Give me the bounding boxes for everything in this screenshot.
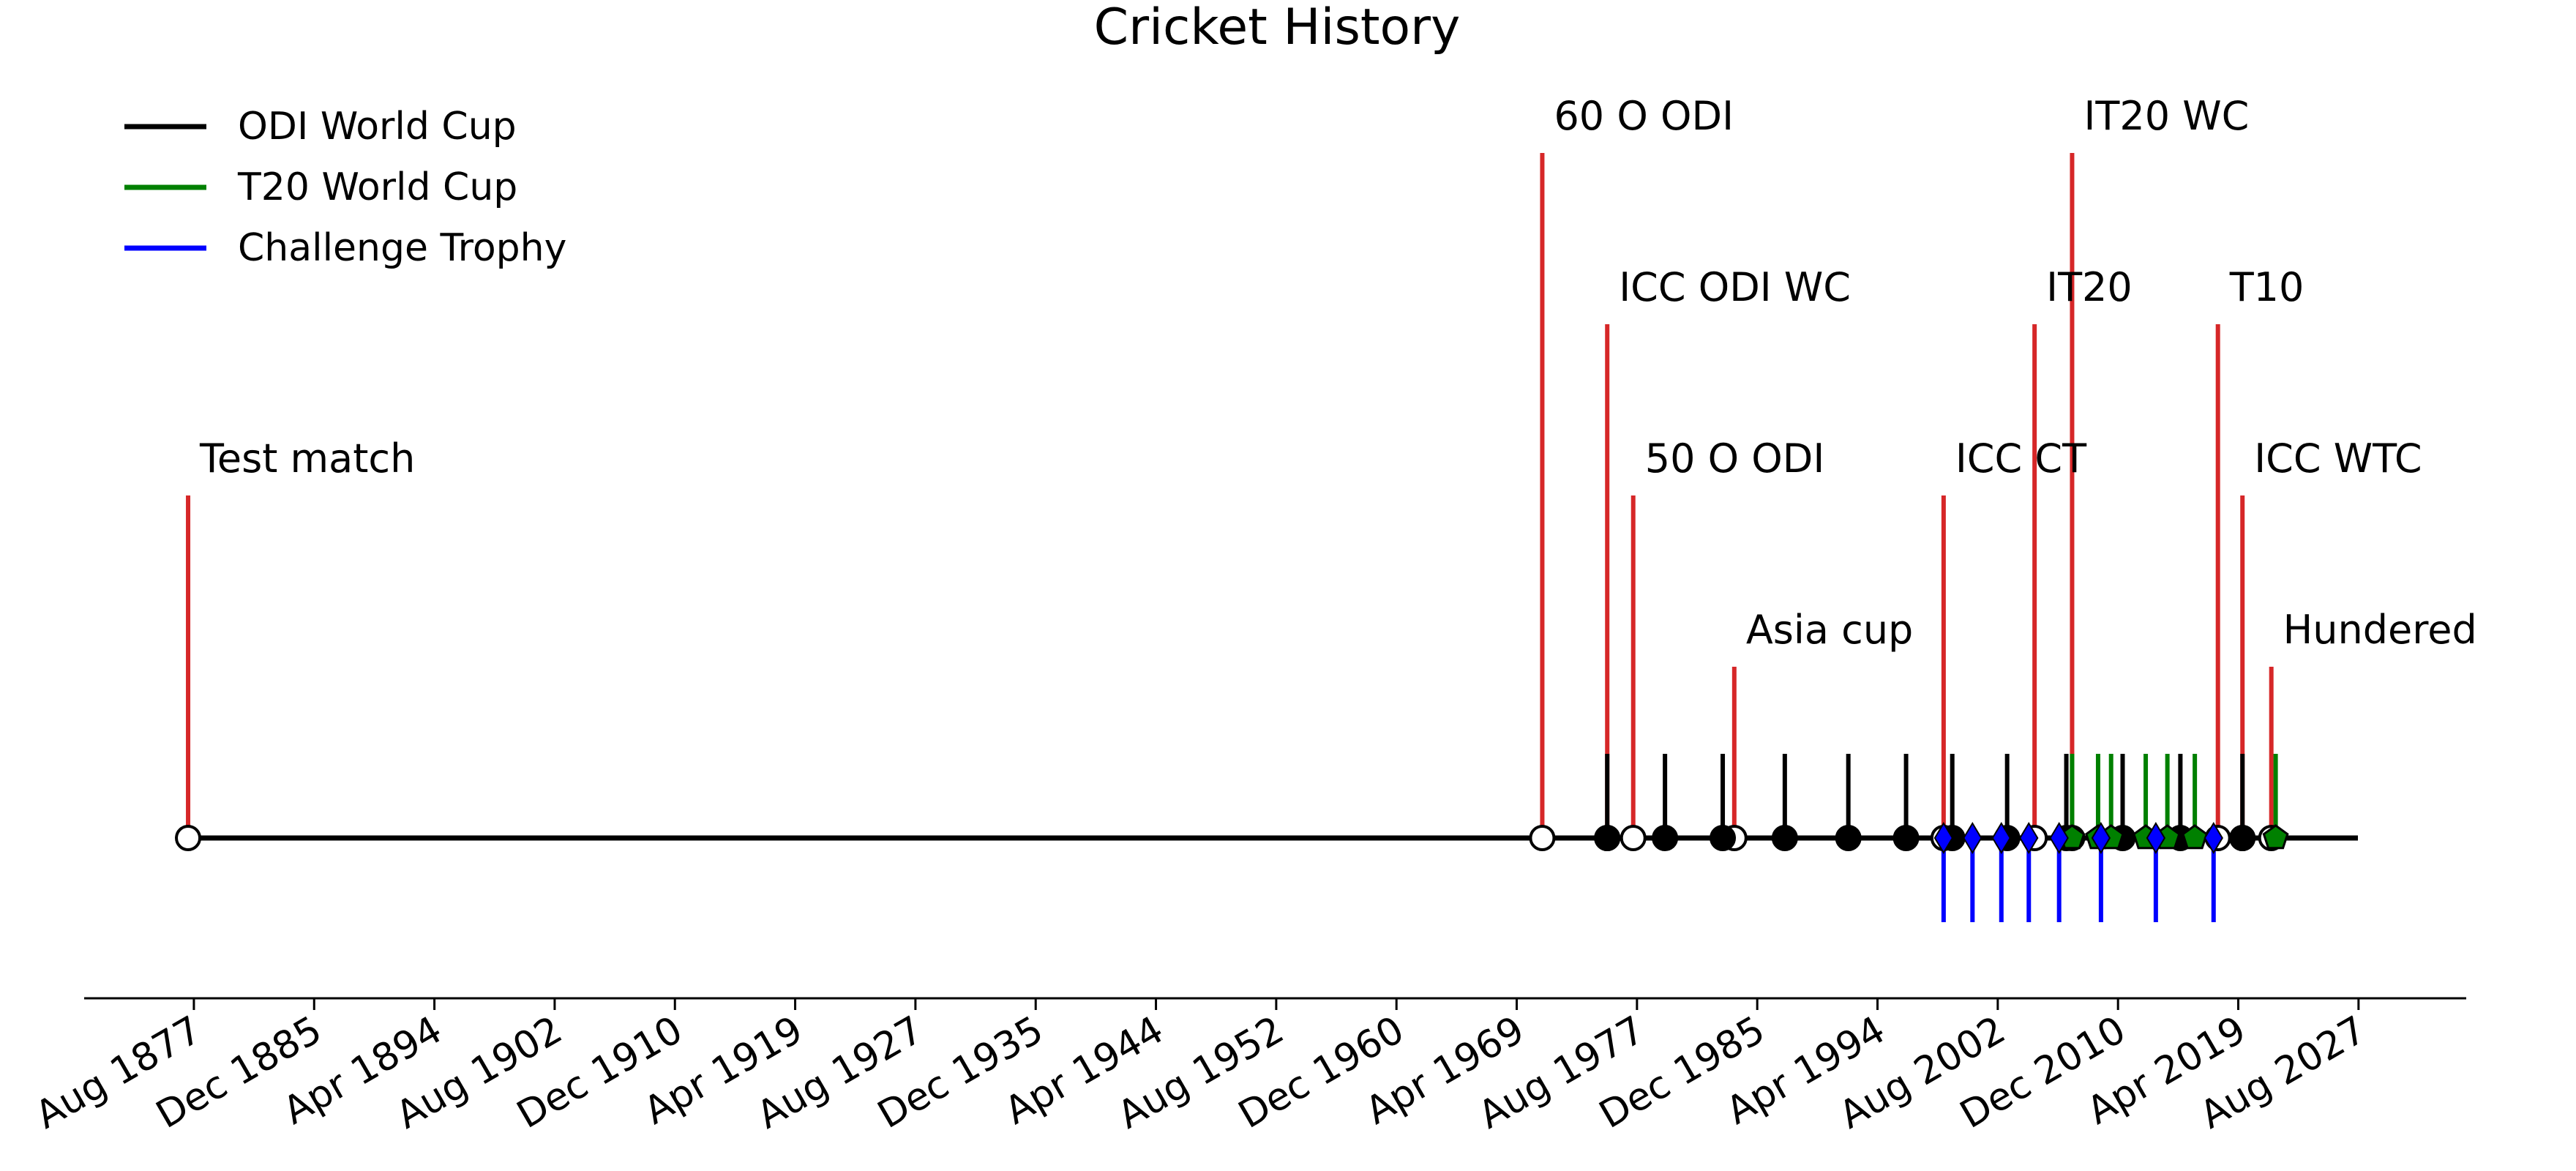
challenge-trophy-marker: [1933, 822, 1954, 854]
legend-label-ct: Challenge Trophy: [238, 226, 566, 270]
odi-wc-marker: [1710, 825, 1737, 851]
legend-label-odi: ODI World Cup: [238, 105, 517, 149]
milestone-label: 50 O ODI: [1645, 435, 1825, 482]
challenge-trophy-marker: [2049, 822, 2069, 854]
odi-wc-marker: [1652, 825, 1679, 851]
milestone-label: ICC WTC: [2254, 435, 2422, 482]
milestone-label: IT20 WC: [2083, 93, 2249, 139]
milestone-marker: [1620, 825, 1647, 851]
milestone-label: Asia cup: [1746, 607, 1914, 653]
legend-label-t20: T20 World Cup: [237, 165, 517, 209]
milestone-marker: [1529, 825, 1556, 851]
milestone-label: ICC CT: [1955, 435, 2087, 482]
challenge-trophy-marker: [1963, 822, 1982, 854]
milestone-label: T10: [2229, 264, 2304, 310]
odi-wc-marker: [1835, 825, 1862, 851]
milestone-lines: [186, 153, 2274, 838]
legend: ODI World Cup T20 World Cup Challenge Tr…: [124, 105, 566, 270]
milestone-label: Hundered: [2283, 607, 2477, 653]
odi-wc-marker: [1771, 825, 1798, 851]
chart-title: Cricket History: [1094, 0, 1461, 56]
odi-wc-marker: [1594, 825, 1621, 851]
milestone-label: IT20: [2046, 264, 2133, 310]
markers: [175, 822, 2289, 854]
t20-wc-marker: [2182, 824, 2209, 850]
milestone-labels: Test match 60 O ODI ICC ODI WC 50 O ODI Asia…: [199, 93, 2477, 653]
challenge-trophy-marker: [2091, 822, 2111, 854]
milestone-marker: [175, 825, 202, 851]
t20-wc-marker: [2262, 824, 2289, 850]
challenge-trophy-marker: [2146, 822, 2166, 854]
challenge-trophy-marker: [1991, 822, 2011, 854]
series-stems: [1605, 754, 2278, 922]
challenge-trophy-marker: [2204, 822, 2223, 854]
milestone-label: 60 O ODI: [1554, 93, 1734, 139]
milestone-label: Test match: [199, 435, 415, 482]
odi-wc-marker: [1892, 825, 1920, 851]
milestone-label: ICC ODI WC: [1619, 264, 1851, 310]
odi-wc-marker: [2229, 825, 2256, 851]
challenge-trophy-marker: [2019, 822, 2039, 854]
